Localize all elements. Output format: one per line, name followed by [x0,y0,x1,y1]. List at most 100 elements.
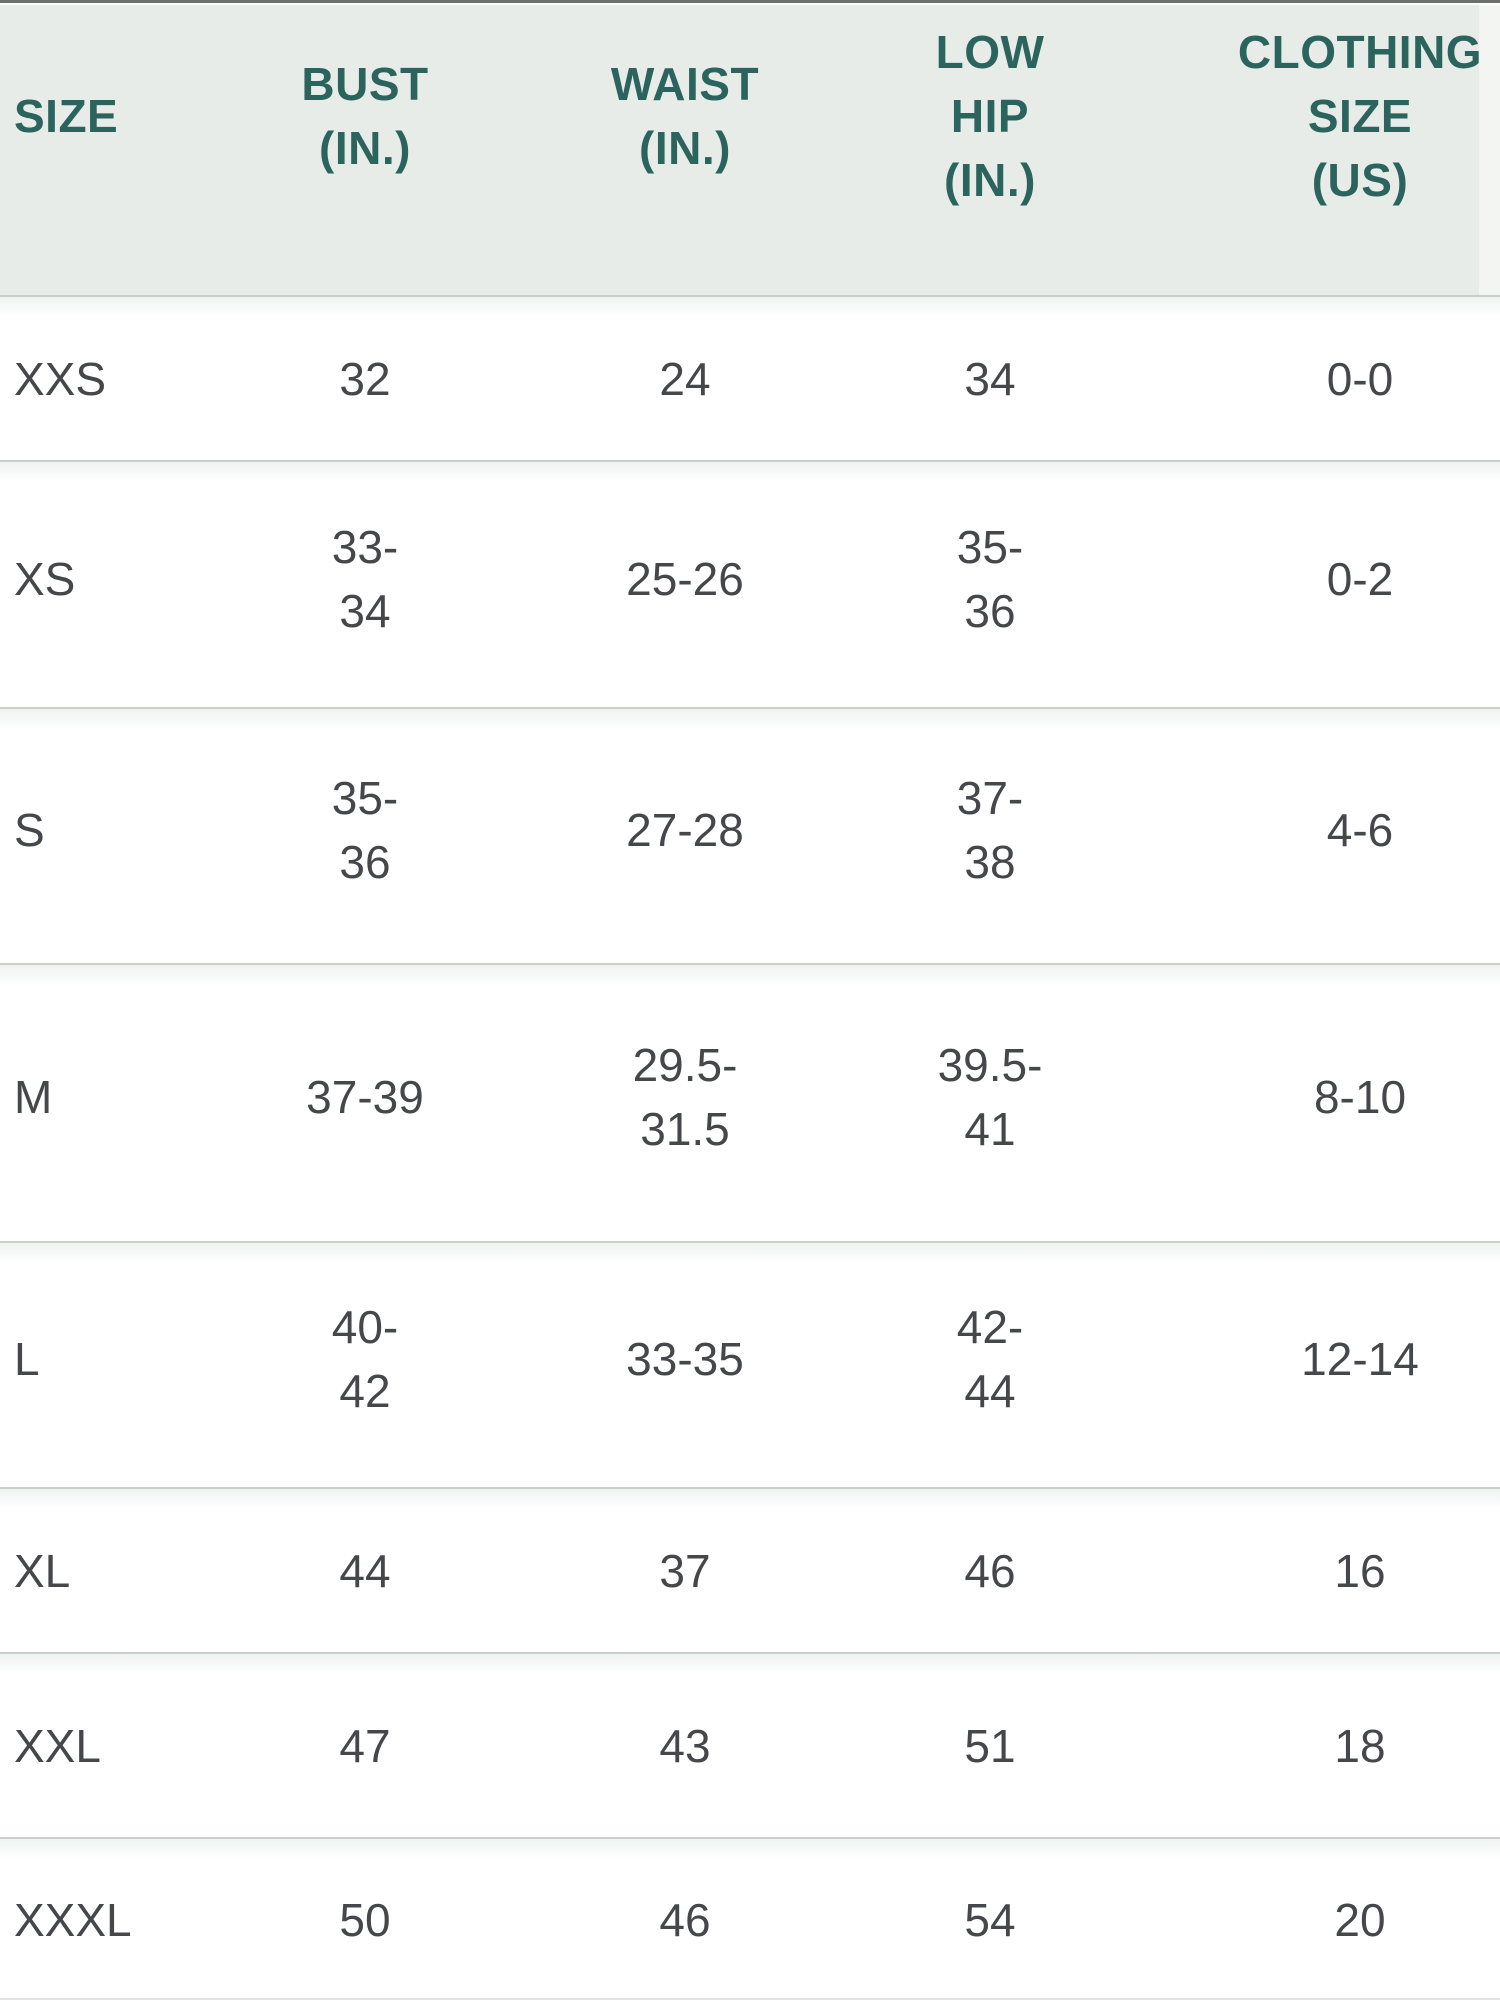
cell-line: XS [14,552,76,605]
clothing-size-value: 0-2 [1170,462,1500,707]
header-line: CLOTHING [1237,26,1483,78]
cell-line: 34 [339,584,391,637]
table-row: M 37-39 29.5- 31.5 39.5- 41 8-10 [0,963,1500,1241]
waist-value: 37 [560,1489,810,1652]
table-row: XL 44 37 46 16 [0,1487,1500,1652]
cell-line: 40- [331,1301,399,1353]
row-size-label: XS [0,462,170,707]
cell-line: 44 [339,1544,391,1597]
cell-line: 25-26 [626,552,744,605]
cell-line: 35- [956,520,1024,573]
cell-line: XXXL [14,1893,132,1946]
waist-value: 46 [560,1839,810,2000]
cell-line: 51 [964,1719,1016,1772]
cell-line: 42- [956,1301,1024,1353]
cell-line: 18 [1334,1719,1386,1772]
header-line: HIP [950,90,1030,142]
cell-line: 35- [331,772,399,824]
column-header-size: SIZE [0,5,170,295]
waist-value: 25-26 [560,462,810,707]
cell-line: 4-6 [1326,804,1394,856]
bust-value: 44 [170,1489,560,1652]
bust-value: 50 [170,1839,560,2000]
cell-line: 37 [659,1544,711,1597]
bust-value: 32 [170,297,560,460]
cell-line: 41 [964,1103,1016,1155]
cell-line: M [14,1071,53,1123]
cell-line: 39.5- [937,1039,1043,1091]
table-row: L 40- 42 33-35 42- 44 12-14 [0,1241,1500,1487]
bust-value: 40- 42 [170,1243,560,1487]
waist-value: 24 [560,297,810,460]
column-header-bust: BUST (IN.) [170,5,560,295]
low-hip-value: 46 [810,1489,1170,1652]
low-hip-value: 35- 36 [810,462,1170,707]
header-line: LOW [935,26,1045,78]
cell-line: XL [14,1544,71,1597]
table-header-row: SIZE BUST (IN.) WAIST (IN.) LOW HIP (IN.… [0,5,1500,295]
row-size-label: XXS [0,297,170,460]
header-line: (US) [1311,154,1409,206]
waist-value: 29.5- 31.5 [560,965,810,1241]
cell-line: 46 [964,1544,1016,1597]
bust-value: 47 [170,1654,560,1837]
cell-line: 54 [964,1893,1016,1946]
cell-line: 46 [659,1893,711,1946]
column-header-waist: WAIST (IN.) [560,5,810,295]
low-hip-value: 39.5- 41 [810,965,1170,1241]
column-header-low-hip: LOW HIP (IN.) [810,5,1170,295]
cell-line: 12-14 [1301,1333,1419,1385]
cell-line: 16 [1334,1544,1386,1597]
clothing-size-value: 8-10 [1170,965,1500,1241]
cell-line: 29.5- [632,1039,738,1091]
cell-line: 33- [331,520,399,573]
table-row: XS 33- 34 25-26 35- 36 0-2 [0,460,1500,707]
row-size-label: XXL [0,1654,170,1837]
table-row: XXS 32 24 34 0-0 [0,295,1500,460]
cell-line: 27-28 [626,804,744,856]
low-hip-value: 54 [810,1839,1170,2000]
waist-value: 33-35 [560,1243,810,1487]
column-header-clothing-size: CLOTHING SIZE (US) [1170,5,1500,295]
cell-line: 43 [659,1719,711,1772]
cell-line: XXL [14,1719,101,1772]
header-right-corner-strip [1479,5,1500,295]
header-line: SIZE [1307,90,1413,142]
cell-line: L [14,1333,40,1385]
waist-value: 27-28 [560,709,810,963]
low-hip-value: 34 [810,297,1170,460]
clothing-size-value: 4-6 [1170,709,1500,963]
header-line: (IN.) [319,122,411,174]
cell-line: 37-39 [306,1071,424,1123]
top-edge-highlight [0,3,1500,5]
cell-line: 0-2 [1326,552,1394,605]
cell-line: 42 [339,1365,391,1417]
cell-line: 36 [964,584,1016,637]
cell-line: 36 [339,836,391,888]
clothing-size-value: 20 [1170,1839,1500,2000]
table-row: S 35- 36 27-28 37- 38 4-6 [0,707,1500,963]
row-size-label: XL [0,1489,170,1652]
cell-line: 8-10 [1313,1071,1407,1123]
header-line: WAIST [610,58,760,110]
row-size-label: M [0,965,170,1241]
cell-line: 47 [339,1719,391,1772]
cell-line: 37- [956,772,1024,824]
bust-value: 35- 36 [170,709,560,963]
waist-value: 43 [560,1654,810,1837]
cell-line: 38 [964,836,1016,888]
cell-line: 24 [659,352,711,405]
low-hip-value: 51 [810,1654,1170,1837]
cell-line: 50 [339,1893,391,1946]
header-line: BUST [301,58,429,110]
cell-line: 32 [339,352,391,405]
low-hip-value: 37- 38 [810,709,1170,963]
cell-line: 44 [964,1365,1016,1417]
cell-line: 33-35 [626,1333,744,1385]
cell-line: 31.5 [640,1103,730,1155]
bust-value: 37-39 [170,965,560,1241]
clothing-size-value: 0-0 [1170,297,1500,460]
table-body: XXS 32 24 34 0-0 XS 33- 34 25-26 35- 36 0-2 S 35- 36 27… [0,295,1500,2000]
header-line: (IN.) [639,122,731,174]
